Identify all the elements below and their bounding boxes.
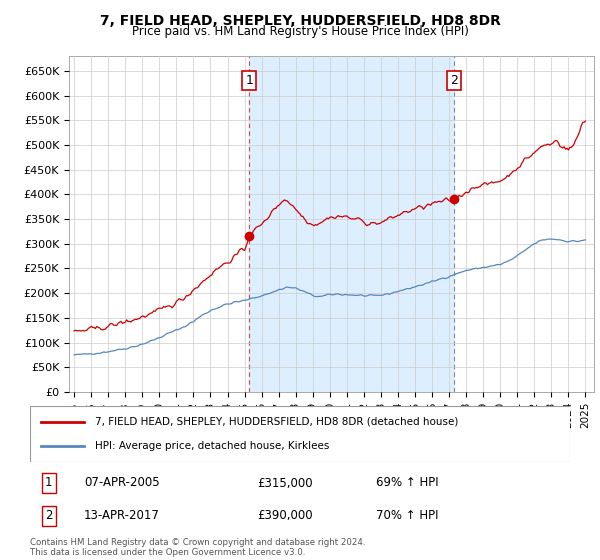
Text: 1: 1 bbox=[45, 477, 53, 489]
Bar bbox=[249, 56, 454, 392]
Text: 2: 2 bbox=[45, 509, 53, 522]
Text: £390,000: £390,000 bbox=[257, 509, 313, 522]
Text: 7, FIELD HEAD, SHEPLEY, HUDDERSFIELD, HD8 8DR (detached house): 7, FIELD HEAD, SHEPLEY, HUDDERSFIELD, HD… bbox=[95, 417, 458, 427]
Text: 69% ↑ HPI: 69% ↑ HPI bbox=[376, 477, 438, 489]
Text: Price paid vs. HM Land Registry's House Price Index (HPI): Price paid vs. HM Land Registry's House … bbox=[131, 25, 469, 38]
Text: 70% ↑ HPI: 70% ↑ HPI bbox=[376, 509, 438, 522]
Text: 7, FIELD HEAD, SHEPLEY, HUDDERSFIELD, HD8 8DR: 7, FIELD HEAD, SHEPLEY, HUDDERSFIELD, HD… bbox=[100, 14, 500, 28]
Text: 2: 2 bbox=[450, 74, 458, 87]
Text: 07-APR-2005: 07-APR-2005 bbox=[84, 477, 160, 489]
Text: £315,000: £315,000 bbox=[257, 477, 313, 489]
Text: 13-APR-2017: 13-APR-2017 bbox=[84, 509, 160, 522]
Text: 1: 1 bbox=[245, 74, 253, 87]
Text: Contains HM Land Registry data © Crown copyright and database right 2024.
This d: Contains HM Land Registry data © Crown c… bbox=[30, 538, 365, 557]
Text: HPI: Average price, detached house, Kirklees: HPI: Average price, detached house, Kirk… bbox=[95, 441, 329, 451]
